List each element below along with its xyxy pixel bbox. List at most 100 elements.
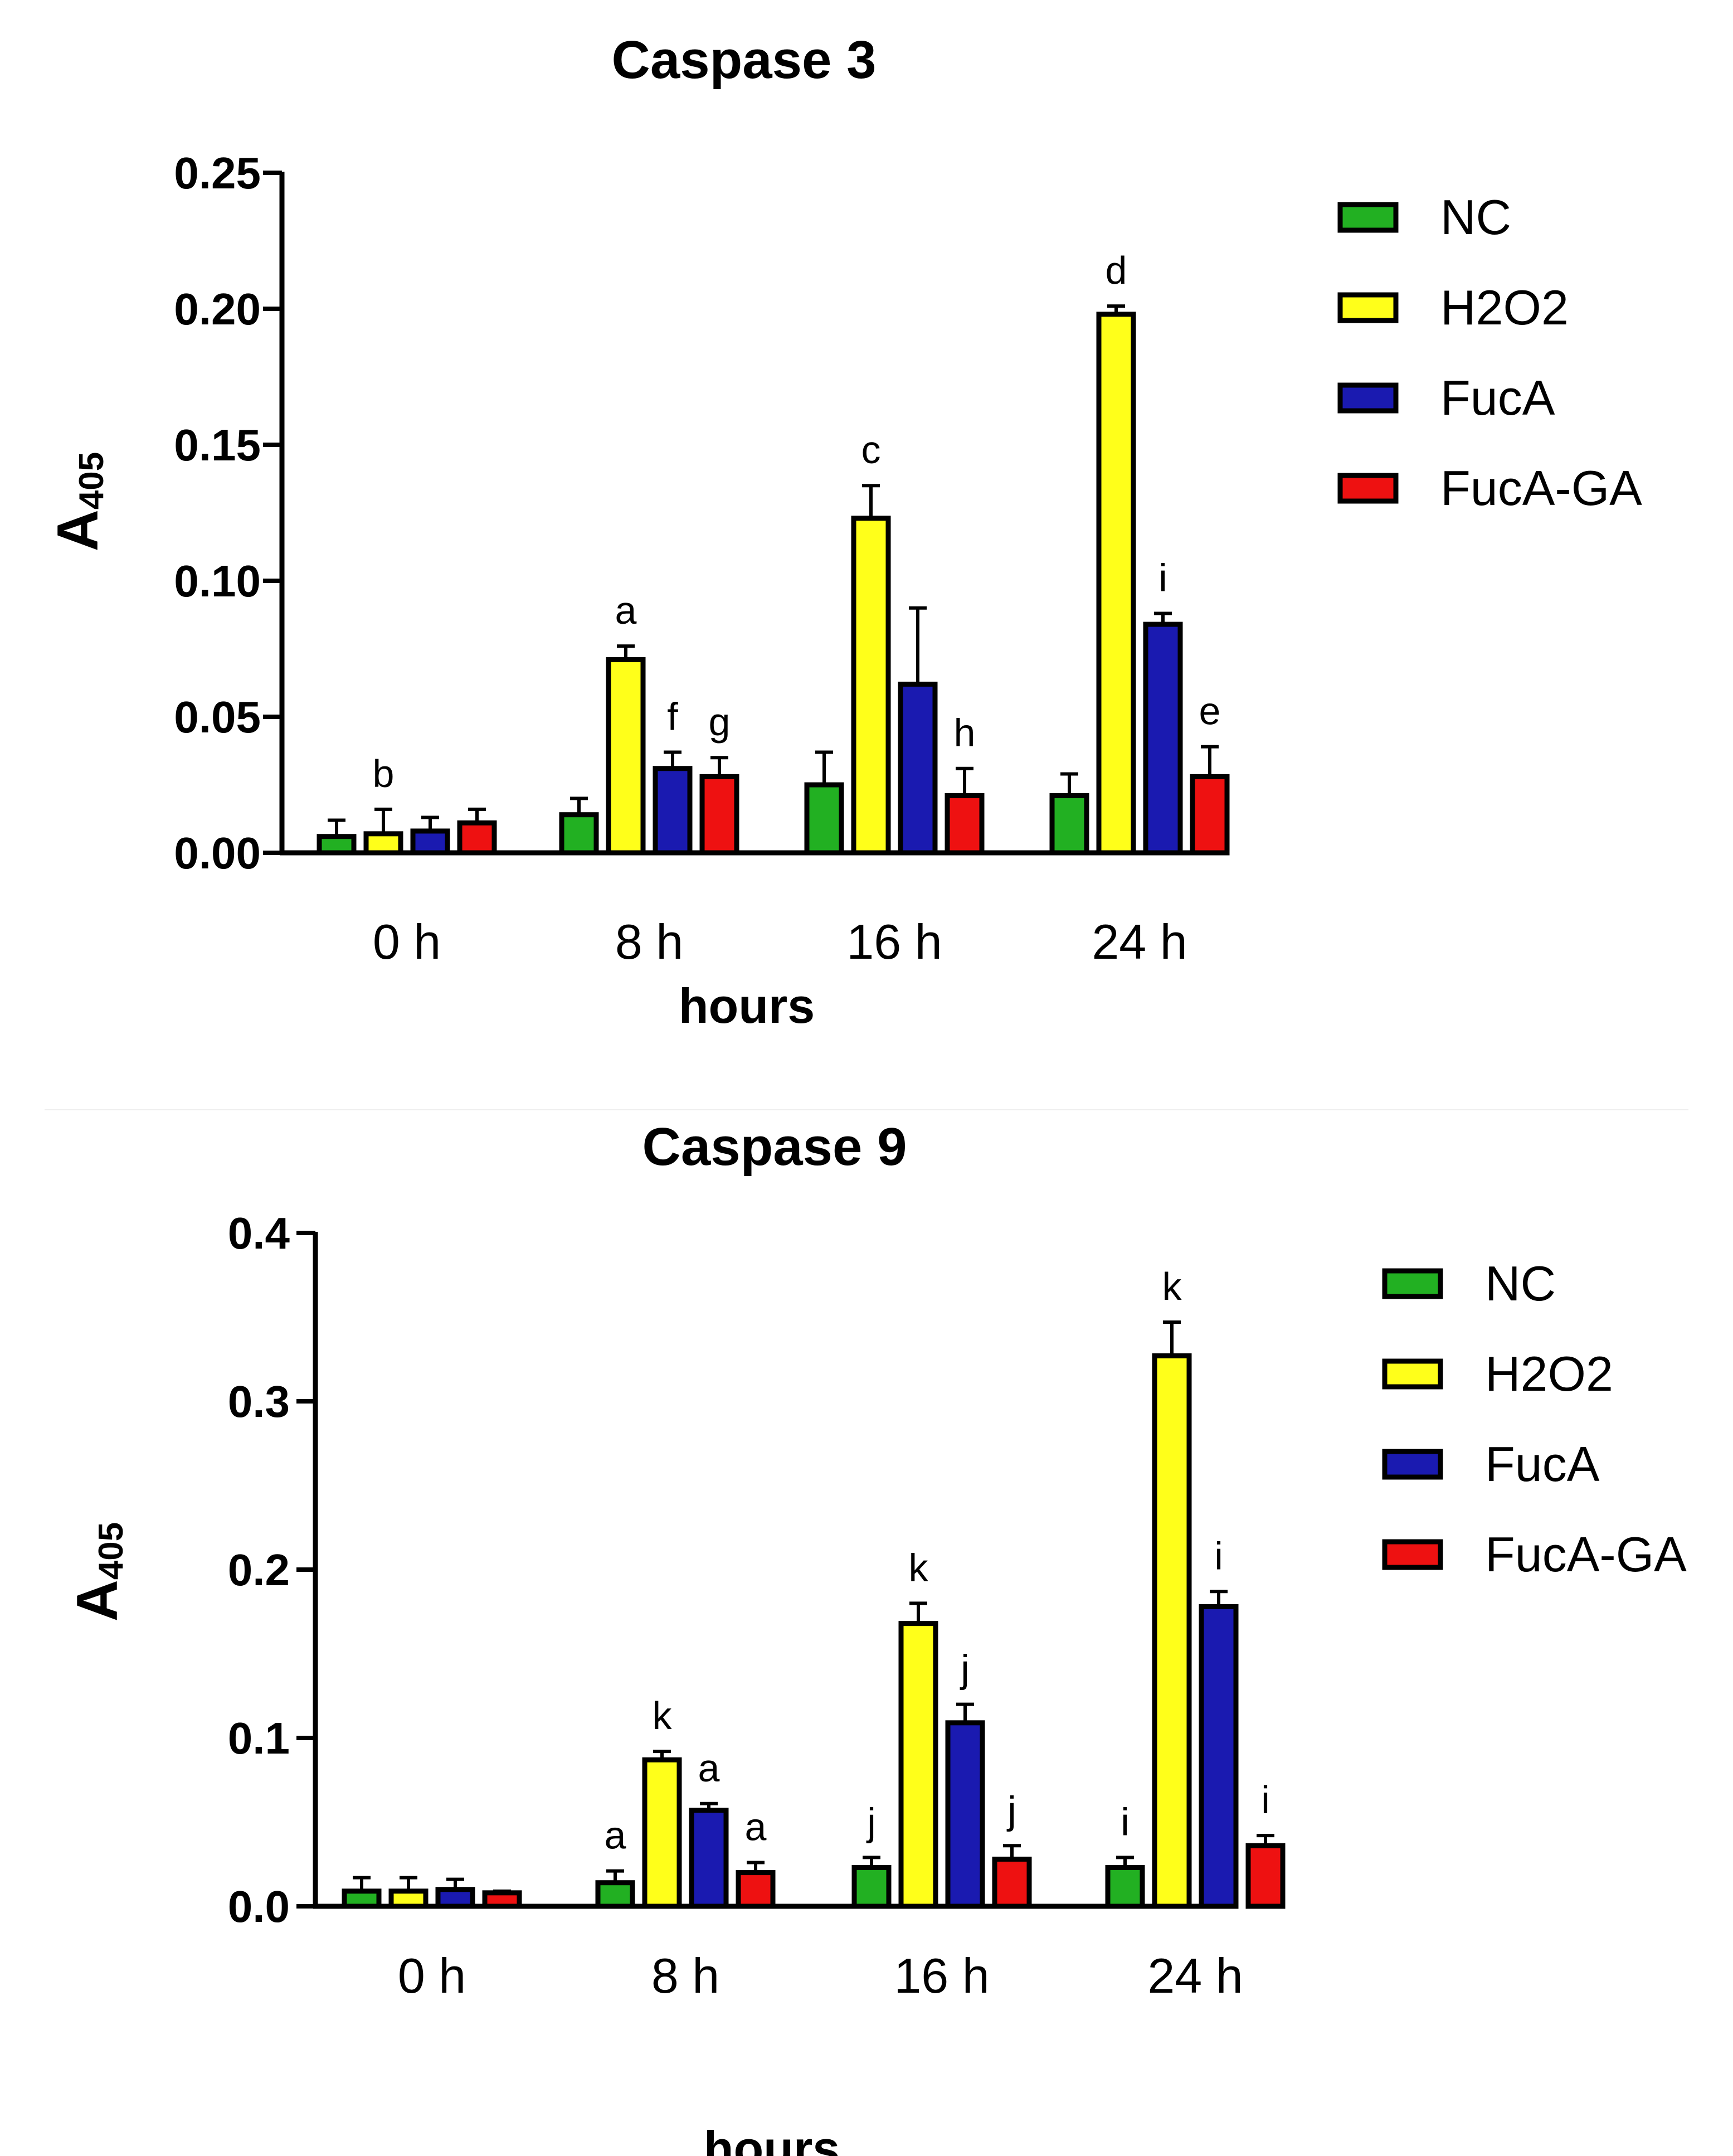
x-category-label-0-h: 0 h [398,1948,466,2003]
x-category-label-16-h: 16 h [846,914,942,969]
bar-nc-8-h [559,812,599,856]
x-axis-title: hours [679,978,815,1033]
x-category-label-8-h: 8 h [615,914,683,969]
bar-fuca-0-h [435,1887,475,1909]
significance-letter: i [1158,556,1167,600]
bar-nc-24-h [1049,793,1089,856]
bar-nc-16-h [851,1865,892,1909]
bar-fuca-8-h [689,1808,729,1909]
significance-letter: j [866,1800,876,1843]
legend-swatch-h2o2 [1382,1358,1443,1390]
significance-letter: g [709,700,731,744]
panel-divider [45,1109,1688,1110]
bar-fuca-24-h [1143,621,1183,856]
legend-label: FucA [1440,370,1555,425]
significance-letter: a [605,1814,626,1857]
x-category-label-16-h: 16 h [894,1948,989,2003]
significance-letter: a [745,1805,767,1848]
y-axis-title: A405 [65,1522,130,1622]
legend-swatch-fuca-ga [1382,1539,1443,1570]
significance-letter: i [1121,1800,1130,1843]
significance-letter: j [960,1647,970,1691]
legend-label: FucA [1485,1436,1600,1492]
significance-letter: a [615,589,637,632]
significance-letter: f [667,695,678,738]
significance-letter: j [1006,1788,1016,1832]
bar-h2o2-24-h [1096,312,1136,856]
legend-swatch-nc [1337,202,1399,233]
bar-fuca-ga-0-h [482,1890,522,1909]
bar-fuca-24-h [1199,1604,1239,1909]
y-tick-label: 0.2 [228,1545,290,1595]
legend-item-nc: NC [1337,190,1511,245]
bar-fuca-0-h [410,828,450,856]
x-category-label-8-h: 8 h [651,1948,719,2003]
y-axis-title-subscript: 405 [92,1522,130,1580]
y-tick-label: 0.20 [174,284,261,334]
y-tick-label: 0.4 [228,1208,290,1258]
significance-letter: b [373,752,395,795]
legend-swatch-fuca [1337,382,1399,414]
legend-swatch-nc [1382,1268,1443,1299]
bar-nc-24-h [1105,1865,1145,1909]
significance-letter: h [954,711,976,755]
chart-title: Caspase 9 [642,1117,907,1177]
bar-nc-16-h [804,782,844,856]
caspase-3-chart: Caspase 3 A405 0.00 0.05 0.10 0.15 0.20 0.25 0 h… [46,30,1642,1033]
significance-letter: i [1261,1778,1270,1822]
legend-swatch-h2o2 [1337,292,1399,323]
y-tick-label: 0.05 [174,692,261,742]
bar-h2o2-8-h [642,1757,682,1909]
significance-letter: a [698,1746,720,1790]
legend-label: FucA-GA [1485,1527,1687,1582]
y-axis-title-main: A [65,1580,130,1621]
y-tick-label: 0.10 [174,556,261,606]
x-category-label-24-h: 24 h [1147,1948,1243,2003]
y-tick-label: 0.0 [228,1882,290,1931]
bar-h2o2-16-h [898,1621,938,1909]
legend-label: FucA-GA [1440,460,1642,516]
y-axis-title-main: A [46,509,110,551]
legend-label: NC [1485,1256,1556,1311]
y-tick-label: 0.3 [228,1377,290,1426]
bar-fuca-ga-16-h [992,1856,1032,1909]
bar-fuca-ga-24-h [1190,774,1230,856]
y-tick-label: 0.1 [228,1713,290,1763]
y-axis-title-subscript: 405 [72,452,111,509]
x-axis-title: hours [704,2121,840,2156]
legend-swatch-fuca [1382,1449,1443,1480]
bar-fuca-8-h [653,766,693,856]
significance-letter: k [909,1546,929,1589]
bar-fuca-ga-24-h [1245,1843,1286,1909]
bar-fuca-ga-16-h [945,793,985,856]
legend-label: NC [1440,190,1511,245]
bar-h2o2-0-h [363,831,403,856]
bar-nc-0-h [317,834,357,856]
y-tick-label: 0.15 [174,420,261,470]
bar-h2o2-16-h [851,516,891,856]
bar-h2o2-0-h [388,1888,429,1909]
bar-fuca-ga-0-h [457,820,497,856]
x-category-label-24-h: 24 h [1092,914,1187,969]
legend-item-h2o2: H2O2 [1382,1346,1613,1401]
bar-fuca-ga-8-h [699,774,739,856]
significance-letter: k [653,1694,673,1737]
significance-letter: k [1162,1265,1182,1308]
y-tick-label: 0.00 [174,828,261,878]
legend-item-fuca: FucA [1337,370,1555,425]
bar-nc-0-h [342,1888,382,1909]
legend-item-nc: NC [1382,1256,1556,1311]
bar-fuca-16-h [898,681,938,856]
y-axis-title: A405 [46,452,111,552]
legend-label: H2O2 [1440,280,1569,335]
significance-letter: e [1199,689,1221,733]
legend-item-fuca-ga: FucA-GA [1382,1527,1687,1582]
significance-letter: c [861,428,881,472]
significance-letter: i [1214,1534,1223,1577]
bar-h2o2-24-h [1152,1353,1192,1909]
legend-swatch-fuca-ga [1337,473,1399,504]
x-category-label-0-h: 0 h [373,914,441,969]
legend-label: H2O2 [1485,1346,1613,1401]
bar-fuca-ga-8-h [736,1870,776,1909]
